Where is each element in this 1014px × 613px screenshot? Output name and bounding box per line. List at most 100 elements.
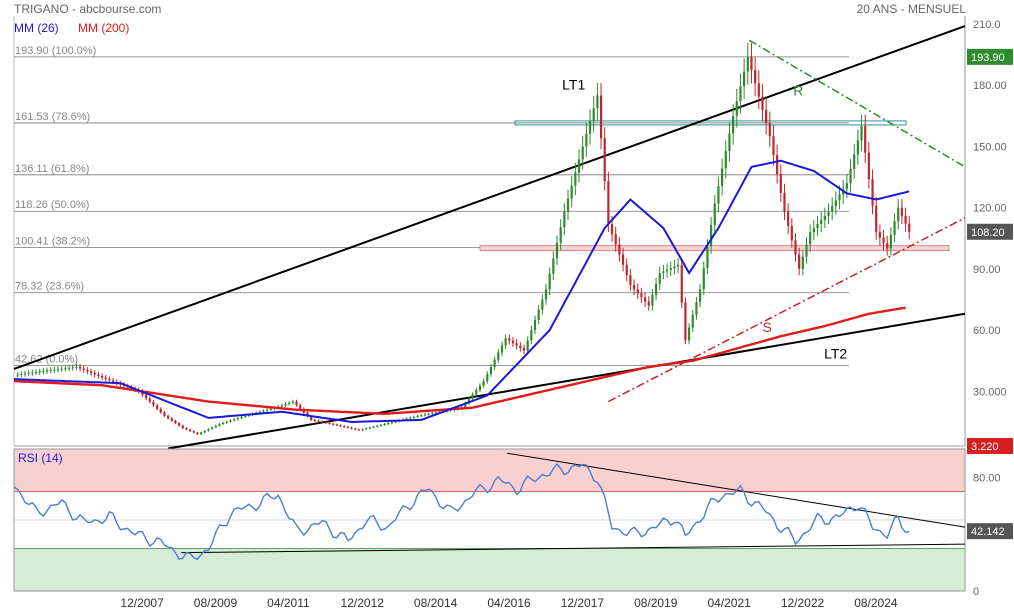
candle-body: [754, 70, 757, 84]
x-tick-label: 08/2014: [414, 596, 458, 610]
candle-body: [889, 234, 892, 249]
candle-body: [765, 109, 768, 124]
rsi-overbought-zone: [14, 449, 965, 492]
candle-body: [665, 269, 669, 272]
candle-body: [354, 428, 357, 430]
candle-body: [152, 401, 155, 406]
candle-body: [757, 83, 760, 97]
candle-body: [805, 244, 808, 257]
candle-body: [427, 413, 430, 415]
candle-body: [148, 398, 151, 402]
candle-body: [67, 367, 71, 369]
annotation-s: S: [762, 319, 771, 335]
annotation-r: R: [793, 82, 803, 98]
price-badge-label: 3.220: [971, 441, 999, 453]
candle-body: [478, 385, 482, 390]
candle-body: [522, 348, 526, 351]
trendline-s: [608, 217, 966, 403]
candle-body: [423, 414, 427, 416]
y-tick-label: 30.000: [973, 386, 1007, 398]
candle-body: [361, 429, 364, 431]
candle-body: [368, 427, 371, 429]
candle-body: [93, 372, 96, 375]
price-badge-label: 193.90: [971, 52, 1005, 64]
candle-body: [508, 338, 511, 341]
candle-body: [801, 256, 804, 269]
candle-body: [288, 402, 291, 404]
candle-body: [291, 401, 294, 403]
candle-body: [405, 418, 408, 420]
candle-body: [262, 410, 265, 412]
candle-body: [647, 301, 650, 306]
candle-body: [233, 419, 236, 421]
candle-body: [376, 425, 379, 427]
rsi-y-tick-label: 0: [973, 586, 979, 598]
candle-body: [721, 168, 724, 187]
candle-body: [467, 398, 471, 404]
price-badge-label: 108.20: [971, 227, 1005, 239]
candle-body: [768, 123, 771, 137]
candle-body: [779, 174, 782, 193]
candle-body: [526, 340, 529, 351]
trendline-lt2: [167, 312, 966, 450]
candle-body: [599, 95, 603, 139]
candle-body: [365, 428, 368, 430]
candle-body: [295, 401, 298, 406]
rsi-title: RSI (14): [18, 451, 63, 465]
candle-body: [632, 285, 636, 290]
candle-body: [783, 192, 786, 212]
candle-body: [192, 431, 195, 433]
candle-body: [533, 319, 537, 331]
rsi-value-badge: [967, 523, 1013, 540]
candle-body: [75, 366, 78, 368]
candle-body: [610, 224, 614, 235]
candle-body: [306, 412, 309, 417]
candle-body: [214, 425, 217, 428]
candle-body: [654, 283, 658, 295]
candle-body: [724, 150, 727, 169]
candle-body: [746, 56, 749, 72]
candle-body: [299, 405, 302, 409]
candle-body: [163, 412, 166, 416]
candle-body: [412, 416, 416, 418]
candle-body: [493, 359, 496, 367]
resistance-zone: [514, 120, 907, 126]
candle-body: [552, 258, 555, 274]
candle-body: [317, 420, 320, 422]
candle-body: [816, 224, 819, 229]
candle-body: [372, 426, 375, 428]
candle-body: [170, 418, 173, 421]
candle-body: [280, 405, 283, 407]
candle-body: [200, 432, 203, 435]
candle-body: [258, 411, 261, 413]
x-tick-label: 04/2011: [267, 596, 310, 610]
candle-body: [244, 415, 247, 418]
candle-body: [710, 225, 713, 247]
candle-body: [387, 423, 390, 425]
candle-body: [269, 408, 272, 410]
candle-body: [574, 172, 577, 186]
candle-body: [845, 183, 848, 189]
candle-body: [702, 267, 705, 290]
candle-body: [104, 377, 107, 380]
candle-body: [45, 370, 49, 372]
rsi-line: [13, 463, 910, 561]
candle-body: [420, 415, 423, 417]
trendline-r: [748, 39, 966, 168]
candle-body: [728, 133, 731, 151]
candle-body: [431, 413, 434, 415]
candle-body: [640, 293, 643, 298]
candle-body: [464, 403, 467, 408]
candle-body: [321, 421, 324, 423]
candle-body: [577, 159, 581, 173]
candles: [16, 43, 911, 435]
candle-body: [853, 154, 856, 169]
candle-body: [144, 394, 148, 399]
candle-body: [310, 416, 313, 420]
fibonacci-label: 193.90 (100.0%): [15, 45, 96, 57]
candle-body: [155, 405, 159, 409]
candle-body: [38, 371, 41, 373]
candle-body: [189, 429, 192, 432]
candle-body: [383, 424, 386, 425]
